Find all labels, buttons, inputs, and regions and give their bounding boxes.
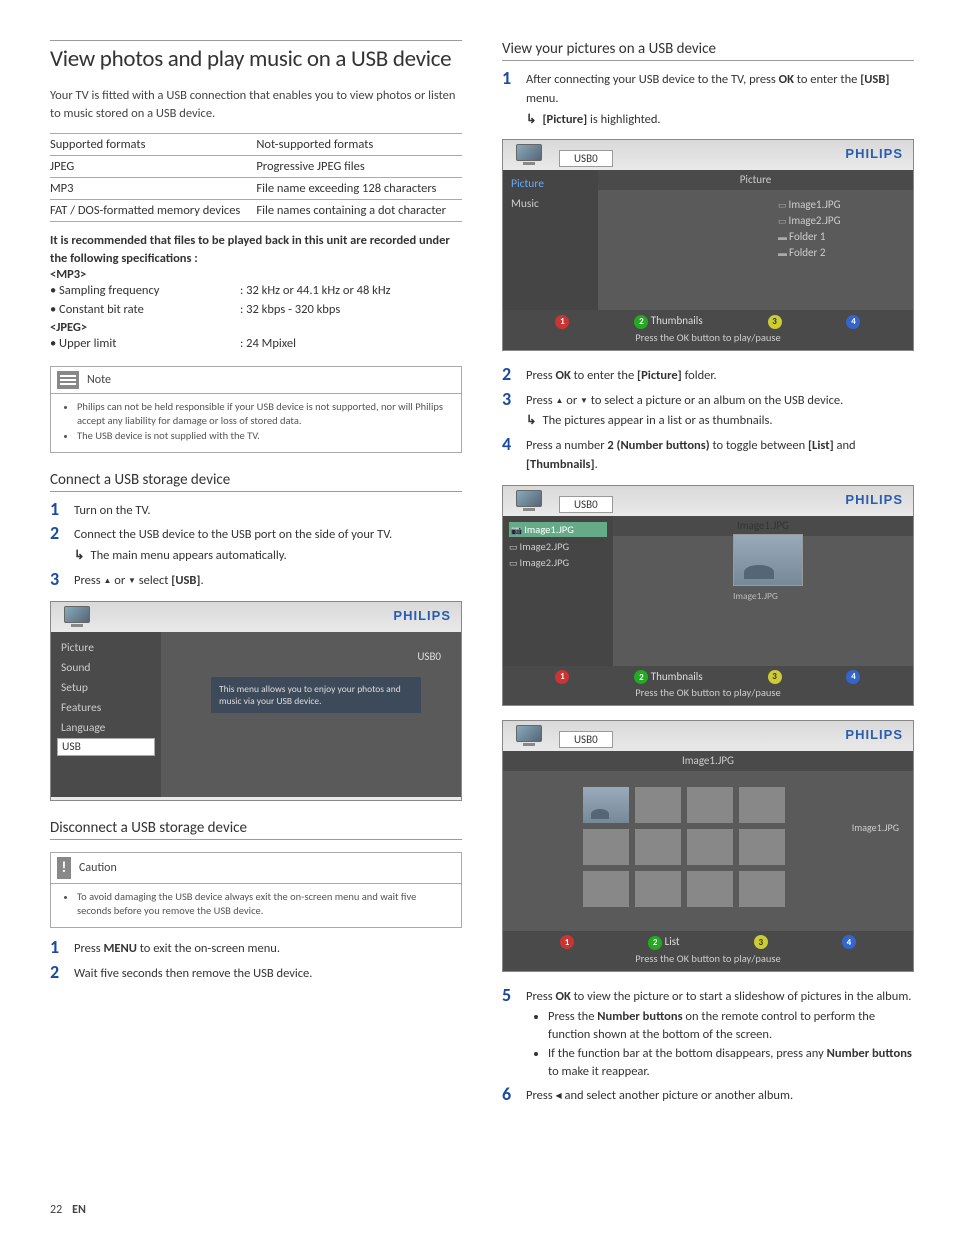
step-text: Press or select [USB]. (74, 570, 462, 591)
connect-steps: 1Turn on the TV. 2Connect the USB device… (50, 500, 462, 591)
button-4-icon: 4 (846, 315, 860, 329)
usb0-label: USB0 (417, 650, 441, 663)
caution-title: Caution (79, 861, 117, 875)
button-3-icon: 3 (768, 315, 782, 329)
mp3-label: <MP3> (50, 267, 462, 282)
caution-icon: ! (57, 857, 71, 879)
note-title: Note (87, 373, 111, 387)
caution-box: ! Caution To avoid damaging the USB devi… (50, 852, 462, 928)
connect-heading: Connect a USB storage device (50, 471, 462, 492)
note-item: The USB device is not supplied with the … (77, 429, 451, 444)
disconnect-heading: Disconnect a USB storage device (50, 819, 462, 840)
spec-row: • Upper limit: 24 Mpixel (50, 335, 462, 354)
preview-thumbnail (733, 534, 803, 586)
button-2-icon: 2 (634, 315, 648, 329)
page-title: View photos and play music on a USB devi… (50, 45, 462, 73)
note-item: Philips can not be held responsible if y… (77, 400, 451, 429)
usb-tab: USB0 (559, 150, 613, 167)
button-1-icon: 1 (555, 315, 569, 329)
caution-item: To avoid damaging the USB device always … (77, 890, 451, 919)
tv-picture-browser-screenshot: USB0 PHILIPS Picture Music Picture Image… (502, 139, 914, 351)
mainmenu-sidebar: Picture Sound Setup Features Language US… (51, 632, 161, 797)
tv-icon (59, 606, 95, 630)
menu-hint: This menu allows you to enjoy your photo… (211, 677, 421, 714)
jpeg-label: <JPEG> (50, 320, 462, 335)
left-column: View photos and play music on a USB devi… (50, 40, 462, 1116)
intro-text: Your TV is fitted with a USB connection … (50, 87, 462, 123)
tv-mainmenu-screenshot: PHILIPS Picture Sound Setup Features Lan… (50, 601, 462, 801)
spec-heading: It is recommended that files to be playe… (50, 232, 462, 267)
disconnect-steps: 1Press MENU to exit the on-screen menu. … (50, 938, 462, 984)
note-icon (57, 371, 79, 389)
spec-row: • Sampling frequency: 32 kHz or 44.1 kHz… (50, 282, 462, 301)
tv-list-view-screenshot: USB0 PHILIPS Image1.JPG Image2.JPG Image… (502, 485, 914, 707)
view-pictures-heading: View your pictures on a USB device (502, 40, 914, 61)
note-box: Note Philips can not be held responsible… (50, 366, 462, 453)
right-column: View your pictures on a USB device 1Afte… (502, 40, 914, 1116)
brand-logo: PHILIPS (393, 608, 451, 623)
tv-thumbnail-view-screenshot: USB0 PHILIPS Image1.JPG Image1.JPG 1 2 (502, 720, 914, 972)
spec-row: • Constant bit rate: 32 kbps - 320 kbps (50, 301, 462, 320)
page-footer: 22EN (50, 1203, 86, 1217)
formats-table: Supported formatsNot-supported formats J… (50, 133, 462, 222)
